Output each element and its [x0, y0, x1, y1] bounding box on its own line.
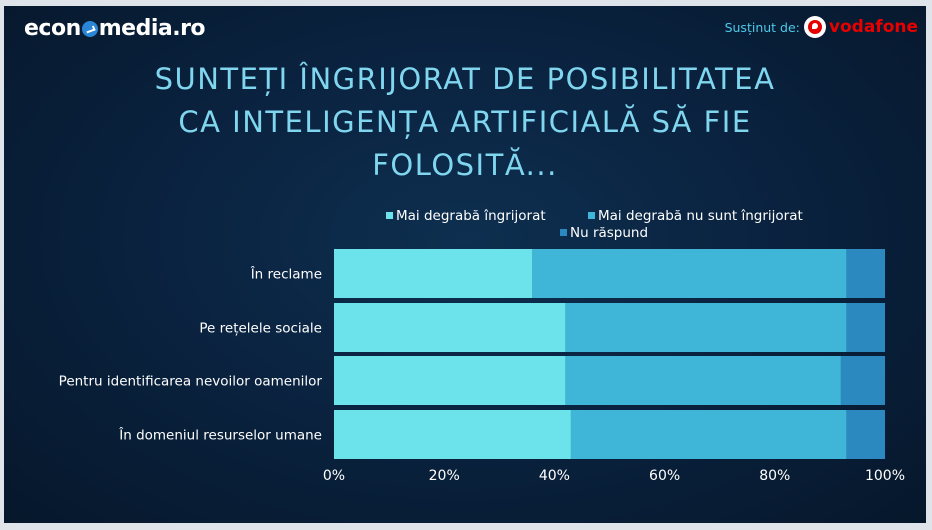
economedia-logo: econ media.ro [24, 16, 206, 41]
logo-o-icon [81, 21, 98, 37]
x-tick-label-4: 60% [649, 468, 680, 484]
sponsor-label: Susținut de: [724, 19, 800, 35]
category-label-1: În reclame [250, 265, 322, 283]
legend-label-1: Mai degrabă îngrijorat [396, 208, 546, 224]
legend-swatch-3 [560, 229, 567, 236]
x-tick-label-3: 40% [539, 468, 570, 484]
x-tick-label-2: 20% [429, 468, 460, 484]
sponsor: Susținut de: vodafone [725, 16, 918, 38]
bar-segment-1-2 [532, 249, 847, 298]
slide: econ media.ro Susținut de: vodafone SUNTE… [4, 6, 926, 523]
title-line-2: CA INTELIGENȚA ARTIFICIALĂ SĂ FIE [178, 105, 752, 139]
bar-segment-2-2 [565, 303, 847, 352]
chart-title: SUNTEȚI ÎNGRIJORAT DE POSIBILITATEA CA I… [4, 58, 926, 187]
bar-segment-2-3 [846, 303, 885, 352]
bar-segment-1-3 [846, 249, 885, 298]
category-label-2: Pe rețelele sociale [199, 321, 322, 337]
x-tick-label-6: 100% [865, 468, 905, 484]
title-line-1: SUNTEȚI ÎNGRIJORAT DE POSIBILITATEA [154, 62, 776, 96]
bar-segment-2-1 [334, 303, 566, 352]
category-label-4: În domeniul resurselor umane [118, 426, 322, 444]
bar-segment-3-2 [565, 356, 841, 405]
legend-label-2: Mai degrabă nu sunt îngrijorat [598, 208, 803, 224]
x-tick-label-1: 0% [323, 468, 345, 484]
legend-label-3: Nu răspund [570, 225, 648, 241]
stacked-bar-chart: Mai degrabă îngrijorat Mai degrabă nu sun… [59, 208, 905, 484]
category-label-3: Pentru identificarea nevoilor oamenilor [59, 374, 323, 390]
bar-segment-4-2 [570, 410, 847, 459]
bar-segment-4-3 [846, 410, 885, 459]
bar-segment-3-1 [334, 356, 566, 405]
vodafone-logo-icon [803, 16, 826, 38]
x-tick-label-5: 80% [759, 468, 790, 484]
sponsor-name: vodafone [828, 17, 918, 37]
logo-text-left: econ [24, 16, 81, 41]
legend-swatch-2 [588, 212, 595, 219]
bar-segment-3-3 [840, 356, 885, 405]
logo-text-right: media.ro [98, 16, 206, 41]
legend-swatch-1 [386, 212, 393, 219]
bar-segment-1-1 [334, 249, 533, 298]
bar-segment-4-1 [334, 410, 571, 459]
title-line-3: FOLOSITĂ... [372, 148, 558, 182]
